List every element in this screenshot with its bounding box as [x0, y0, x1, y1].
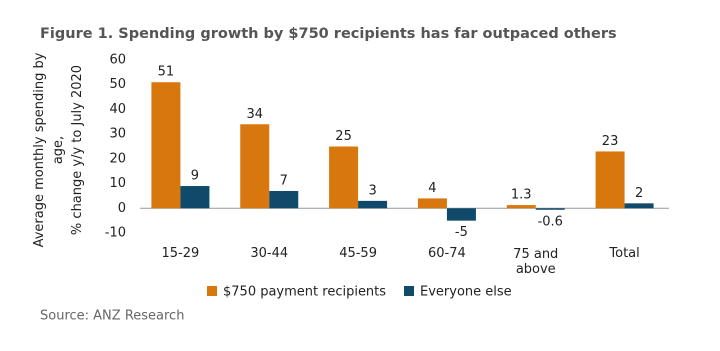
x-tick-label: 30-44 — [250, 246, 289, 261]
y-axis-label-line: % change y/y to July 2020 — [70, 65, 85, 235]
bar — [595, 151, 625, 209]
bar — [535, 208, 565, 210]
x-tick-label: 45-59 — [339, 246, 377, 261]
data-label: 4 — [428, 181, 436, 196]
bar — [180, 186, 210, 209]
bar — [446, 208, 476, 221]
bar — [269, 190, 299, 209]
legend-swatch — [404, 286, 414, 296]
data-label: 3 — [368, 183, 376, 198]
bar — [417, 198, 447, 209]
x-tick-label: 75 and above — [513, 247, 559, 277]
data-label: 1.3 — [511, 188, 532, 203]
data-label: 9 — [191, 169, 199, 184]
bar — [624, 203, 654, 209]
legend-swatch — [207, 286, 217, 296]
x-tick-label: Total — [609, 246, 640, 261]
y-tick-label: 10 — [109, 176, 126, 191]
data-label: 2 — [635, 186, 643, 201]
bar — [358, 200, 388, 209]
data-label: -0.6 — [538, 214, 563, 229]
y-axis-label-line: Average monthly spending by — [32, 52, 47, 247]
y-tick-label: 60 — [109, 53, 126, 68]
y-tick-label: 20 — [109, 151, 126, 166]
legend-label: $750 payment recipients — [223, 285, 386, 300]
data-label: 25 — [335, 129, 352, 144]
data-label: 23 — [602, 134, 619, 149]
bar — [506, 205, 536, 209]
y-tick-label: 50 — [109, 77, 126, 92]
bar — [151, 82, 181, 209]
bar — [240, 124, 270, 209]
data-label: 51 — [158, 65, 175, 80]
y-tick-label: 40 — [109, 102, 126, 117]
y-axis-label: Average monthly spending by age, % change … — [32, 52, 85, 247]
x-tick-label: 60-74 — [428, 246, 466, 261]
data-label: 34 — [246, 107, 263, 122]
y-tick-label: 30 — [109, 127, 126, 142]
data-label: 7 — [280, 173, 288, 188]
data-label: -5 — [455, 225, 468, 240]
y-axis-label-line: age, — [51, 136, 66, 164]
x-tick-label: 15-29 — [161, 246, 200, 261]
y-tick-label: -10 — [105, 226, 126, 241]
y-tick-label: 0 — [118, 201, 126, 216]
source: Source: ANZ Research — [40, 309, 184, 324]
chart-title: Figure 1. Spending growth by $750 recipi… — [40, 26, 617, 42]
bar — [329, 146, 359, 209]
legend-label: Everyone else — [420, 285, 512, 300]
